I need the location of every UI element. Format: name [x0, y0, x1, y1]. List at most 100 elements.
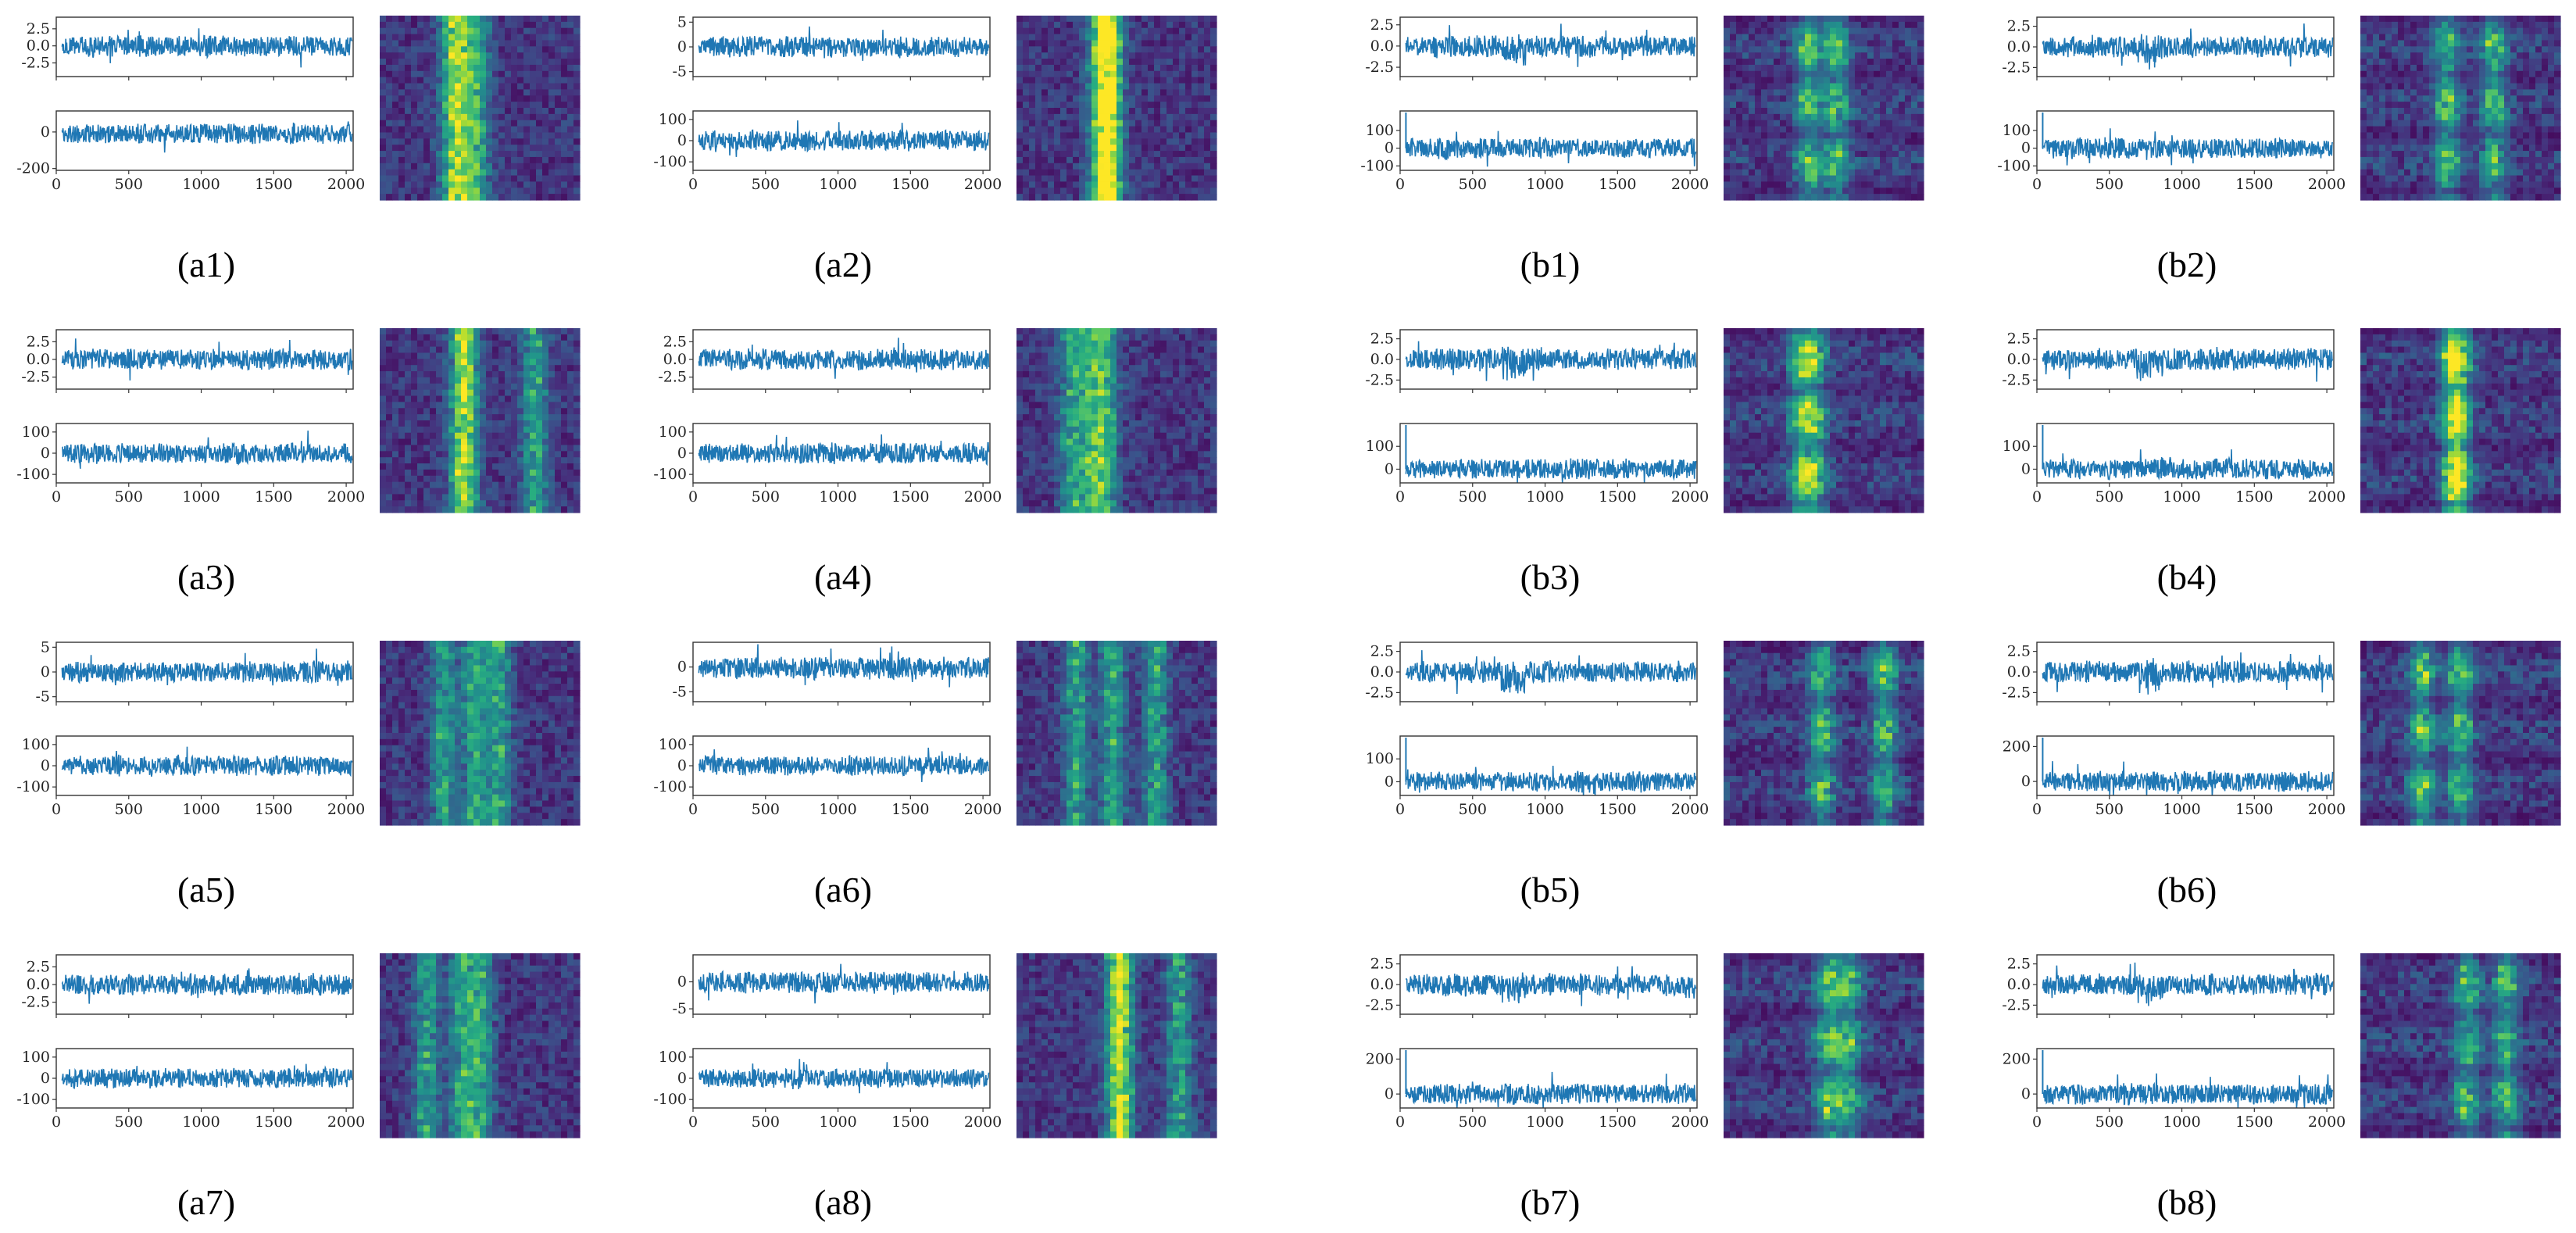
heatmap-cell	[442, 188, 449, 195]
heatmap-cell	[1073, 120, 1080, 127]
heatmap-cell	[1786, 108, 1793, 115]
heatmap-cell	[473, 138, 481, 145]
y-tick-label: -100	[653, 153, 687, 170]
heatmap-cell	[2479, 108, 2486, 115]
heatmap-cell	[548, 475, 556, 483]
heatmap-cell	[2360, 40, 2367, 47]
heatmap-cell	[2360, 102, 2367, 109]
heatmap-cell	[1085, 64, 1092, 72]
heatmap-cell	[423, 181, 431, 188]
heatmap-cell	[1786, 113, 1793, 121]
heatmap-cell	[2367, 34, 2374, 41]
heatmap-cell	[1167, 52, 1174, 59]
heatmap-cell	[1817, 77, 1824, 84]
heatmap-cell	[1192, 156, 1199, 164]
heatmap-cell	[1842, 27, 1849, 35]
heatmap-cell	[1117, 120, 1124, 127]
heatmap-cell	[480, 352, 487, 359]
heatmap-cell	[505, 395, 512, 402]
heatmap-cell	[461, 494, 468, 501]
heatmap-cell	[392, 328, 399, 335]
heatmap-cell	[448, 34, 456, 41]
heatmap-cell	[530, 194, 537, 201]
heatmap-cell	[455, 156, 462, 164]
heatmap-cell	[1198, 21, 1205, 29]
heatmap-cell	[1861, 188, 1868, 195]
heatmap-cell	[1867, 77, 1874, 84]
heatmap-cell	[542, 126, 549, 134]
heatmap-cell	[380, 77, 387, 84]
heatmap-cell	[517, 414, 524, 421]
heatmap-cell	[1899, 77, 1906, 84]
heatmap-cell	[1849, 145, 1856, 152]
heatmap-cell	[448, 334, 456, 341]
heatmap-cell	[480, 334, 487, 341]
heatmap-cell	[436, 34, 443, 41]
heatmap-cell	[536, 89, 543, 96]
heatmap-cell	[1192, 27, 1199, 35]
heatmap-cell	[1861, 89, 1868, 96]
heatmap-cell	[430, 481, 437, 489]
heatmap-cell	[436, 40, 443, 47]
heatmap-cell	[567, 59, 574, 66]
heatmap-cell	[2473, 181, 2480, 188]
heatmap-cell	[398, 145, 406, 152]
heatmap-cell	[523, 346, 531, 354]
heatmap-cell	[2410, 120, 2417, 127]
heatmap-cell	[517, 132, 524, 139]
heatmap-cell	[561, 371, 568, 378]
heatmap-cell	[1185, 16, 1192, 23]
heatmap-cell	[2435, 126, 2442, 134]
heatmap-cell	[486, 16, 493, 23]
heatmap-cell	[555, 34, 562, 41]
heatmap-cell	[2367, 138, 2374, 145]
heatmap-cell	[2392, 83, 2399, 90]
heatmap-cell	[1048, 59, 1055, 66]
heatmap-cell	[2398, 169, 2405, 177]
heatmap-cell	[1799, 126, 1806, 134]
heatmap-cell	[1780, 77, 1787, 84]
heatmap-cell	[2548, 132, 2555, 139]
heatmap-cell	[1817, 40, 1824, 47]
heatmap-cell	[573, 432, 581, 440]
heatmap-cell	[461, 181, 468, 188]
heatmap-cell	[1098, 59, 1105, 66]
heatmap-cell	[1091, 194, 1099, 201]
heatmap-cell	[1023, 108, 1030, 115]
heatmap-cell	[398, 120, 406, 127]
heatmap-cell	[1204, 102, 1211, 109]
heatmap-cell	[2392, 21, 2399, 29]
heatmap-cell	[486, 408, 493, 415]
heatmap-cell	[2404, 163, 2411, 170]
heatmap-cell	[1805, 21, 1812, 29]
heatmap-cell	[392, 445, 399, 452]
heatmap-cell	[2479, 156, 2486, 164]
heatmap-cell	[1123, 77, 1130, 84]
heatmap-cell	[430, 83, 437, 90]
heatmap-cell	[1204, 95, 1211, 102]
heatmap-cell	[486, 359, 493, 366]
heatmap-cell	[1185, 21, 1192, 29]
heatmap-cell	[2460, 145, 2467, 152]
heatmap-cell	[398, 365, 406, 372]
heatmap-cell	[411, 95, 418, 102]
heatmap-cell	[480, 438, 487, 446]
heatmap-cell	[523, 52, 531, 59]
heatmap-cell	[417, 156, 424, 164]
heatmap-cell	[1886, 77, 1893, 84]
heatmap-cell	[380, 151, 387, 158]
heatmap-cell	[417, 451, 424, 458]
heatmap-cell	[467, 169, 474, 177]
heatmap-cell	[392, 377, 399, 384]
heatmap-cell	[2417, 188, 2424, 195]
heatmap-cell	[1792, 108, 1799, 115]
heatmap-cell	[1855, 169, 1862, 177]
heatmap-cell	[2410, 145, 2417, 152]
heatmap-cell	[1892, 188, 1899, 195]
heatmap-cell	[1886, 175, 1893, 182]
heatmap-cell	[492, 389, 499, 397]
heatmap-cell	[442, 488, 449, 495]
heatmap-cell	[386, 194, 393, 201]
heatmap-cell	[430, 59, 437, 66]
heatmap-cell	[480, 469, 487, 477]
